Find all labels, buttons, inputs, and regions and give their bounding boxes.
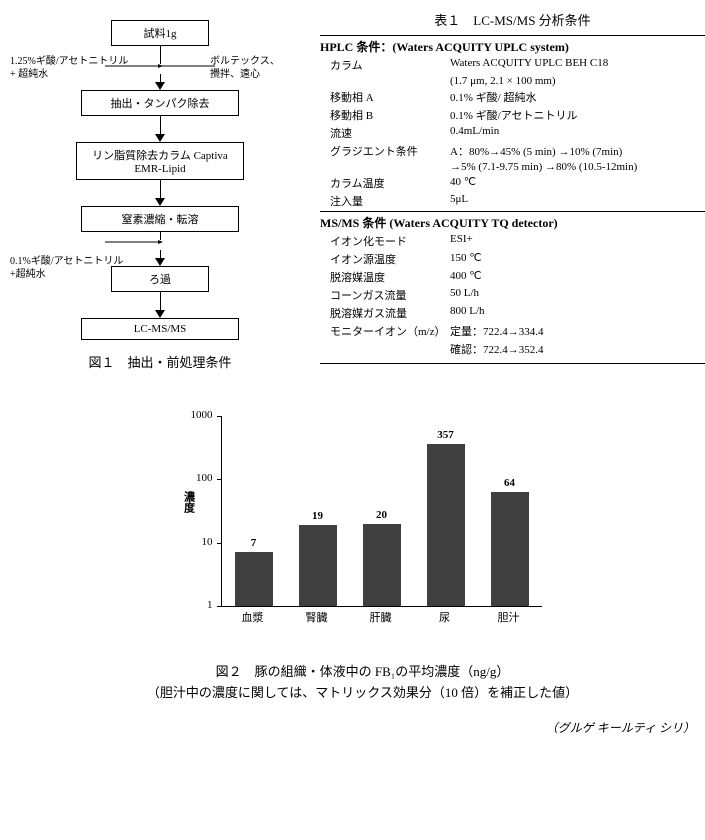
hplc-row: →5% (7.1-9.75 min) →80% (10.5-12min) xyxy=(320,161,705,173)
x-category-label: 腎臓 xyxy=(292,609,342,625)
hplc-label: 流速 xyxy=(320,125,450,141)
hplc-value: A：80%→45% (5 min) →10% (7min) xyxy=(450,143,705,159)
hplc-row: (1.7 μm, 2.1 × 100 mm) xyxy=(320,75,705,87)
table-1-title: 表１ LC-MS/MS 分析条件 xyxy=(320,10,705,29)
hplc-label xyxy=(320,75,450,87)
side-label-action-1: ボルテックス、 攪拌、遠心 xyxy=(210,55,280,81)
bar-value-label: 19 xyxy=(299,510,337,522)
msms-row: モニターイオン（m/z）定量：722.4→334.4 xyxy=(320,323,705,339)
hplc-label: 注入量 xyxy=(320,193,450,209)
bar-chart: 濃度 7 19 20 357 64 1 10 100 1000 血漿腎臓肝臓尿胆汁 xyxy=(173,411,553,641)
msms-label: イオン化モード xyxy=(320,233,450,249)
msms-row: 脱溶媒ガス流量800 L/h xyxy=(320,305,705,321)
hplc-label xyxy=(320,161,450,173)
hplc-row: カラムWaters ACQUITY UPLC BEH C18 xyxy=(320,57,705,73)
flow-box-extraction: 抽出・タンパク除去 xyxy=(81,90,239,116)
msms-label xyxy=(320,341,450,357)
msms-value: 確認：722.4→352.4 xyxy=(450,341,705,357)
y-tick-label: 1 xyxy=(173,599,213,611)
hplc-label: 移動相 A xyxy=(320,89,450,105)
msms-label: イオン源温度 xyxy=(320,251,450,267)
chart-bar xyxy=(491,492,529,606)
flow-box-column: リン脂質除去カラム Captiva EMR-Lipid xyxy=(76,142,244,180)
hplc-value: 40 ℃ xyxy=(450,175,705,191)
msms-row: 脱溶媒温度400 ℃ xyxy=(320,269,705,285)
y-tick xyxy=(217,416,222,417)
y-axis-label: 濃度 xyxy=(181,491,197,513)
x-category-label: 胆汁 xyxy=(484,609,534,625)
msms-value: 50 L/h xyxy=(450,287,705,303)
hplc-row: 移動相 A0.1% ギ酸/ 超純水 xyxy=(320,89,705,105)
hplc-label: 移動相 B xyxy=(320,107,450,123)
msms-heading: MS/MS 条件 (Waters ACQUITY TQ detector) xyxy=(320,211,705,231)
hplc-row: 移動相 B0.1% ギ酸/アセトニトリル xyxy=(320,107,705,123)
hplc-row: カラム温度40 ℃ xyxy=(320,175,705,191)
arrow-side-icon xyxy=(10,240,310,250)
msms-value: 800 L/h xyxy=(450,305,705,321)
hplc-label: グラジエント条件 xyxy=(320,143,450,159)
side-label-reagent-2: 0.1%ギ酸/アセトニトリル +超純水 xyxy=(10,255,123,281)
hplc-value: 0.1% ギ酸/ 超純水 xyxy=(450,89,705,105)
hplc-row: グラジエント条件A：80%→45% (5 min) →10% (7min) xyxy=(320,143,705,159)
msms-value: 定量：722.4→334.4 xyxy=(450,323,705,339)
msms-label: 脱溶媒ガス流量 xyxy=(320,305,450,321)
msms-value: 150 ℃ xyxy=(450,251,705,267)
y-tick xyxy=(217,479,222,480)
x-category-label: 血漿 xyxy=(228,609,278,625)
bar-value-label: 64 xyxy=(491,477,529,489)
hplc-value: Waters ACQUITY UPLC BEH C18 xyxy=(450,57,705,73)
flow-box-sample: 試料1g xyxy=(111,20,209,46)
y-tick-label: 100 xyxy=(173,472,213,484)
msms-row: 確認：722.4→352.4 xyxy=(320,341,705,357)
figure-2-caption-2: （胆汁中の濃度に関しては、マトリックス効果分（10 倍）を補正した値） xyxy=(10,682,705,701)
x-category-label: 肝臓 xyxy=(356,609,406,625)
chart-bar xyxy=(299,525,337,606)
y-tick xyxy=(217,543,222,544)
msms-value: ESI+ xyxy=(450,233,705,249)
flowchart: 試料1g 1.25%ギ酸/アセトニトリル + 超純水 ボルテックス、 攪拌、遠心… xyxy=(10,10,310,371)
chart-bar xyxy=(363,524,401,606)
figure-1-caption: 図１ 抽出・前処理条件 xyxy=(10,352,310,371)
hplc-value: (1.7 μm, 2.1 × 100 mm) xyxy=(450,75,705,87)
conditions-table: 表１ LC-MS/MS 分析条件 HPLC 条件：(Waters ACQUITY… xyxy=(320,10,705,371)
y-tick xyxy=(217,606,222,607)
bar-value-label: 7 xyxy=(235,537,273,549)
hplc-heading: HPLC 条件：(Waters ACQUITY UPLC system) xyxy=(320,35,705,55)
flow-box-filter: ろ過 xyxy=(111,266,209,292)
msms-label: 脱溶媒温度 xyxy=(320,269,450,285)
msms-row: コーンガス流量50 L/h xyxy=(320,287,705,303)
chart-bar xyxy=(427,444,465,606)
y-tick-label: 10 xyxy=(173,536,213,548)
bar-value-label: 357 xyxy=(427,429,465,441)
chart-bar xyxy=(235,552,273,606)
bar-value-label: 20 xyxy=(363,509,401,521)
hplc-value: →5% (7.1-9.75 min) →80% (10.5-12min) xyxy=(450,161,705,173)
flow-box-concentrate: 窒素濃縮・転溶 xyxy=(81,206,239,232)
figure-2-caption-1: 図２ 豚の組織・体液中の FB₁の平均濃度（ng/g） xyxy=(10,661,705,680)
hplc-label: カラム温度 xyxy=(320,175,450,191)
msms-label: コーンガス流量 xyxy=(320,287,450,303)
flow-box-lcmsms: LC-MS/MS xyxy=(81,318,239,340)
side-label-reagent-1: 1.25%ギ酸/アセトニトリル + 超純水 xyxy=(10,55,128,81)
hplc-row: 流速0.4mL/min xyxy=(320,125,705,141)
msms-value: 400 ℃ xyxy=(450,269,705,285)
hplc-value: 0.4mL/min xyxy=(450,125,705,141)
msms-row: イオン源温度150 ℃ xyxy=(320,251,705,267)
msms-row: イオン化モードESI+ xyxy=(320,233,705,249)
x-category-label: 尿 xyxy=(420,609,470,625)
y-tick-label: 1000 xyxy=(173,409,213,421)
hplc-value: 5μL xyxy=(450,193,705,209)
hplc-row: 注入量5μL xyxy=(320,193,705,209)
hplc-label: カラム xyxy=(320,57,450,73)
msms-label: モニターイオン（m/z） xyxy=(320,323,450,339)
chart-section: 濃度 7 19 20 357 64 1 10 100 1000 血漿腎臓肝臓尿胆汁 図２ 豚の… xyxy=(10,411,705,701)
hplc-value: 0.1% ギ酸/アセトニトリル xyxy=(450,107,705,123)
author-line: （グルゲ キールティ シリ） xyxy=(10,719,705,736)
